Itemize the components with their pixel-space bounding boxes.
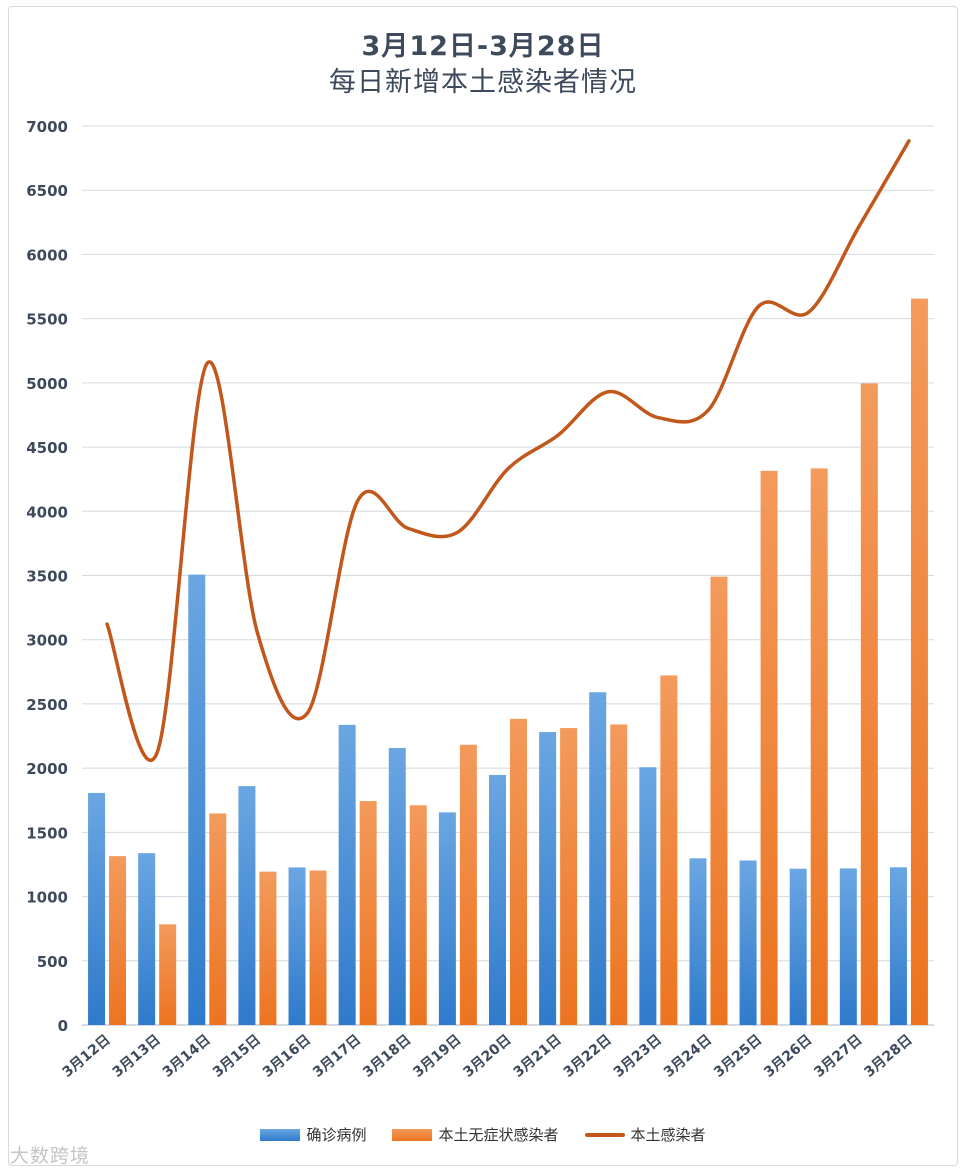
x-tick-label: 3月21日: [511, 1032, 565, 1081]
x-tick-label: 3月22日: [561, 1032, 615, 1081]
x-tick-label: 3月13日: [110, 1032, 164, 1081]
bar-confirmed[interactable]: [789, 868, 807, 1025]
legend-label-total: 本土感染者: [630, 1126, 706, 1144]
y-tick-label: 6500: [26, 182, 68, 200]
y-tick-label: 4500: [26, 439, 68, 457]
chart-title: 3月12日-3月28日: [361, 31, 605, 62]
bar-asymptomatic[interactable]: [309, 870, 327, 1025]
bar-asymptomatic[interactable]: [760, 470, 778, 1026]
x-tick-label: 3月19日: [410, 1032, 464, 1081]
x-tick-label: 3月23日: [611, 1032, 665, 1081]
x-tick-label: 3月12日: [60, 1032, 114, 1081]
x-tick-label: 3月25日: [711, 1032, 765, 1081]
y-tick-label: 1000: [26, 889, 68, 907]
chart-subtitle: 每日新增本土感染者情况: [329, 67, 637, 98]
bar-confirmed[interactable]: [288, 867, 306, 1025]
bar-confirmed[interactable]: [889, 867, 907, 1025]
bar-confirmed[interactable]: [138, 853, 156, 1025]
x-tick-label: 3月14日: [160, 1032, 214, 1081]
bar-asymptomatic[interactable]: [710, 576, 728, 1025]
bar-asymptomatic[interactable]: [259, 871, 277, 1025]
bar-confirmed[interactable]: [338, 724, 356, 1025]
bar-asymptomatic[interactable]: [109, 856, 127, 1025]
y-tick-label: 4000: [26, 503, 68, 521]
series-line-total[interactable]: [105, 139, 911, 763]
bar-asymptomatic[interactable]: [910, 298, 928, 1025]
y-tick-label: 6000: [26, 246, 68, 264]
bar-asymptomatic[interactable]: [810, 468, 828, 1025]
legend-swatch-asymptomatic: [392, 1128, 433, 1141]
bar-asymptomatic[interactable]: [209, 813, 227, 1025]
legend-label-asymptomatic: 本土无症状感染者: [438, 1126, 559, 1144]
y-tick-label: 3000: [26, 632, 68, 650]
bar-asymptomatic[interactable]: [159, 924, 177, 1025]
bar-confirmed[interactable]: [639, 767, 657, 1025]
y-tick-label: 3500: [26, 568, 68, 586]
bar-confirmed[interactable]: [188, 574, 206, 1025]
x-tick-label: 3月16日: [260, 1032, 314, 1081]
bar-confirmed[interactable]: [739, 860, 757, 1025]
y-tick-label: 5000: [26, 375, 68, 393]
bar-asymptomatic[interactable]: [409, 805, 427, 1025]
bar-confirmed[interactable]: [539, 732, 557, 1025]
y-tick-label: 5500: [26, 311, 68, 329]
x-tick-label: 3月28日: [861, 1032, 915, 1081]
legend-item-total[interactable]: 本土感染者: [584, 1124, 706, 1145]
y-tick-label: 0: [58, 1017, 68, 1035]
y-tick-label: 2000: [26, 760, 68, 778]
bar-confirmed[interactable]: [88, 792, 106, 1025]
bar-asymptomatic[interactable]: [510, 718, 527, 1025]
x-tick-label: 3月15日: [210, 1032, 264, 1081]
bar-confirmed[interactable]: [489, 774, 506, 1025]
bar-asymptomatic[interactable]: [459, 744, 477, 1025]
legend-swatch-confirmed: [260, 1128, 301, 1141]
y-tick-label: 2500: [26, 696, 68, 714]
y-tick-label: 7000: [26, 118, 68, 136]
y-tick-label: 1500: [26, 824, 68, 842]
legend-item-confirmed[interactable]: 确诊病例: [260, 1124, 366, 1145]
legend-label-confirmed: 确诊病例: [306, 1126, 367, 1144]
bar-asymptomatic[interactable]: [610, 724, 628, 1025]
bar-confirmed[interactable]: [589, 692, 607, 1025]
bar-confirmed[interactable]: [438, 812, 456, 1025]
x-tick-label: 3月27日: [811, 1032, 865, 1081]
x-tick-label: 3月24日: [661, 1032, 715, 1081]
bar-asymptomatic[interactable]: [860, 383, 878, 1025]
x-tick-label: 3月18日: [360, 1032, 414, 1081]
bar-asymptomatic[interactable]: [660, 675, 678, 1025]
bar-confirmed[interactable]: [839, 868, 857, 1025]
chart-legend: 确诊病例 本土无症状感染者 本土感染者: [0, 1124, 966, 1145]
x-tick-label: 3月17日: [310, 1032, 364, 1081]
bar-asymptomatic[interactable]: [359, 801, 377, 1025]
bar-confirmed[interactable]: [238, 786, 256, 1025]
legend-item-asymptomatic[interactable]: 本土无症状感染者: [392, 1124, 559, 1145]
bar-asymptomatic[interactable]: [560, 728, 578, 1025]
bar-confirmed[interactable]: [689, 858, 707, 1025]
y-tick-label: 500: [37, 953, 68, 971]
bar-confirmed[interactable]: [388, 747, 406, 1025]
watermark-text: 大数跨境: [10, 1145, 91, 1167]
x-tick-label: 3月20日: [460, 1032, 514, 1081]
legend-swatch-total: [584, 1132, 625, 1137]
x-tick-label: 3月26日: [761, 1032, 815, 1081]
